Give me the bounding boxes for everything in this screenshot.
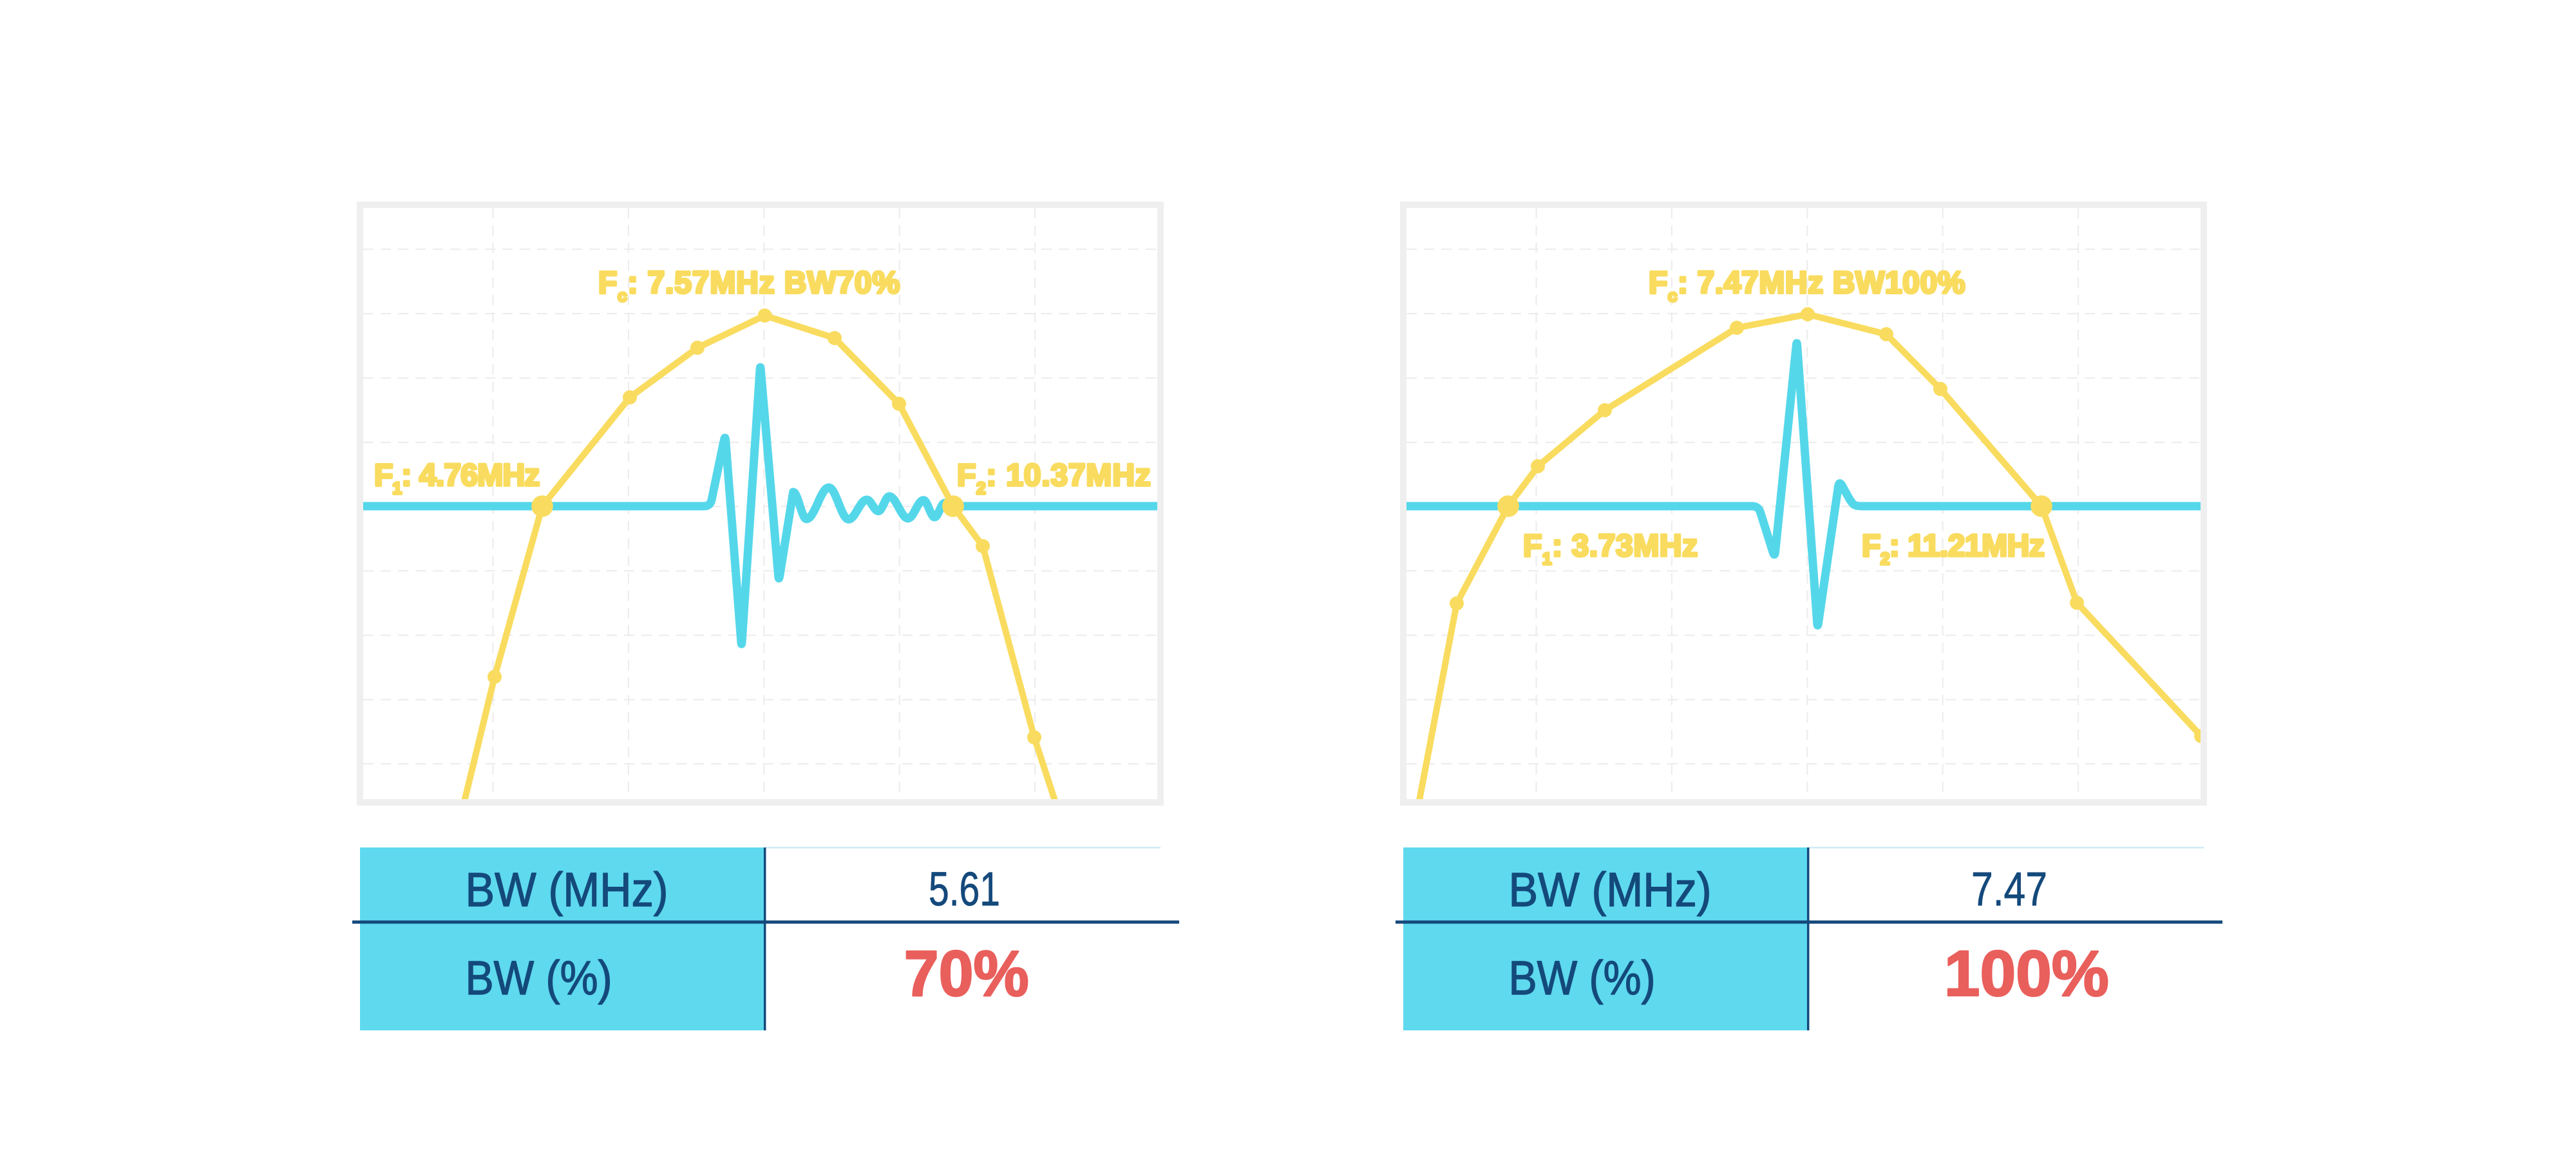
svg-text:Fc: 7.47MHz BW100%: Fc: 7.47MHz BW100%: [1649, 266, 1965, 305]
svg-text:7.47: 7.47: [1971, 862, 2047, 916]
svg-text:100%: 100%: [1944, 938, 2109, 1010]
svg-text:BW (%): BW (%): [1509, 951, 1656, 1005]
svg-text:BW (MHz): BW (MHz): [466, 863, 668, 916]
svg-text:Fc: 7.57MHz BW70%: Fc: 7.57MHz BW70%: [598, 266, 900, 305]
svg-text:BW (%): BW (%): [466, 951, 612, 1005]
svg-text:5.61: 5.61: [929, 862, 1000, 916]
svg-text:F2: 10.37MHz: F2: 10.37MHz: [957, 459, 1151, 498]
svg-text:F1: 4.76MHz: F1: 4.76MHz: [374, 459, 539, 498]
svg-text:70%: 70%: [904, 938, 1029, 1010]
svg-text:BW (MHz): BW (MHz): [1509, 863, 1712, 916]
svg-text:F2: 11.21MHz: F2: 11.21MHz: [1862, 529, 2044, 569]
